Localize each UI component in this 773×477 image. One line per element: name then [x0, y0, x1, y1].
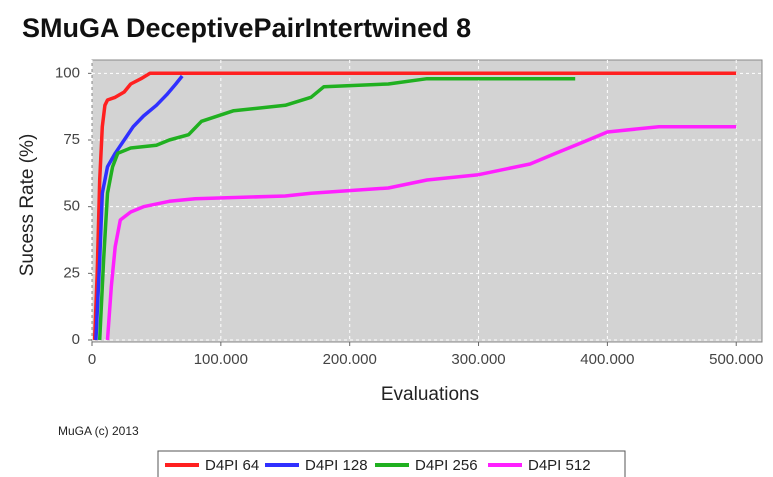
- x-tick-label: 500.000: [709, 351, 763, 368]
- legend-label: D4PI 256: [415, 457, 478, 474]
- x-tick-label: 0: [88, 351, 96, 368]
- x-tick-label: 400.000: [580, 351, 634, 368]
- y-tick-label: 25: [63, 264, 80, 281]
- y-tick-label: 50: [63, 198, 80, 215]
- plot-area: [91, 59, 763, 343]
- footer: MuGA (c) 2013: [58, 424, 139, 438]
- x-tick-label: 100.000: [194, 351, 248, 368]
- y-tick-label: 100: [55, 64, 80, 81]
- y-tick-label: 75: [63, 131, 80, 148]
- x-tick-label: 300.000: [451, 351, 505, 368]
- y-tick-label: 0: [72, 331, 80, 348]
- series-line: [105, 124, 737, 341]
- x-tick-label: 200.000: [323, 351, 377, 368]
- y-axis-label: Sucess Rate (%): [17, 134, 38, 277]
- series-line: [97, 76, 576, 341]
- series-line: [94, 74, 184, 341]
- legend-label: D4PI 128: [305, 457, 368, 474]
- legend-label: D4PI 64: [205, 457, 259, 474]
- series-line: [92, 71, 737, 341]
- chart-title: SMuGA DeceptivePairIntertwined 8: [22, 13, 471, 43]
- legend-label: D4PI 512: [528, 457, 591, 474]
- x-axis-label: Evaluations: [381, 384, 479, 405]
